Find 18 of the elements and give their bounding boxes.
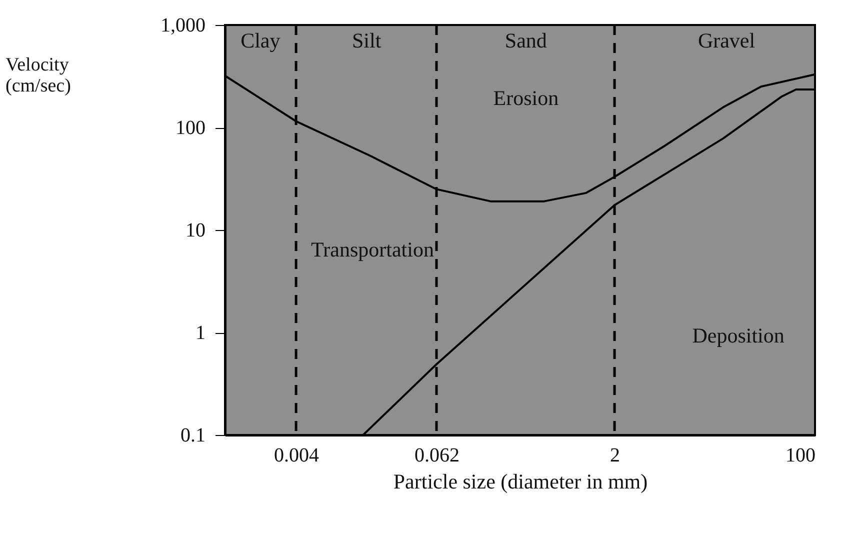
y-tick-label: 100 [176, 117, 206, 139]
annotation: Clay [240, 28, 281, 52]
x-tick-label: 0.062 [414, 444, 460, 466]
annotation: Silt [352, 28, 382, 52]
x-tick-label: 100 [786, 444, 816, 466]
y-axis-title: Velocity (cm/sec) [6, 54, 71, 96]
y-tick-label: 1,000 [160, 14, 206, 36]
annotation: Gravel [698, 28, 756, 52]
x-axis-title: Particle size (diameter in mm) [393, 470, 648, 494]
x-tick-label: 2 [610, 444, 620, 466]
annotation: Transportation [311, 238, 434, 262]
annotation: Sand [504, 28, 548, 52]
y-tick-label: 0.1 [180, 424, 206, 446]
y-tick-label: 1 [196, 322, 206, 344]
y-tick-label: 10 [186, 220, 206, 242]
x-tick-label: 0.004 [274, 444, 320, 466]
annotation: Deposition [692, 324, 785, 348]
annotation: Erosion [493, 86, 560, 110]
